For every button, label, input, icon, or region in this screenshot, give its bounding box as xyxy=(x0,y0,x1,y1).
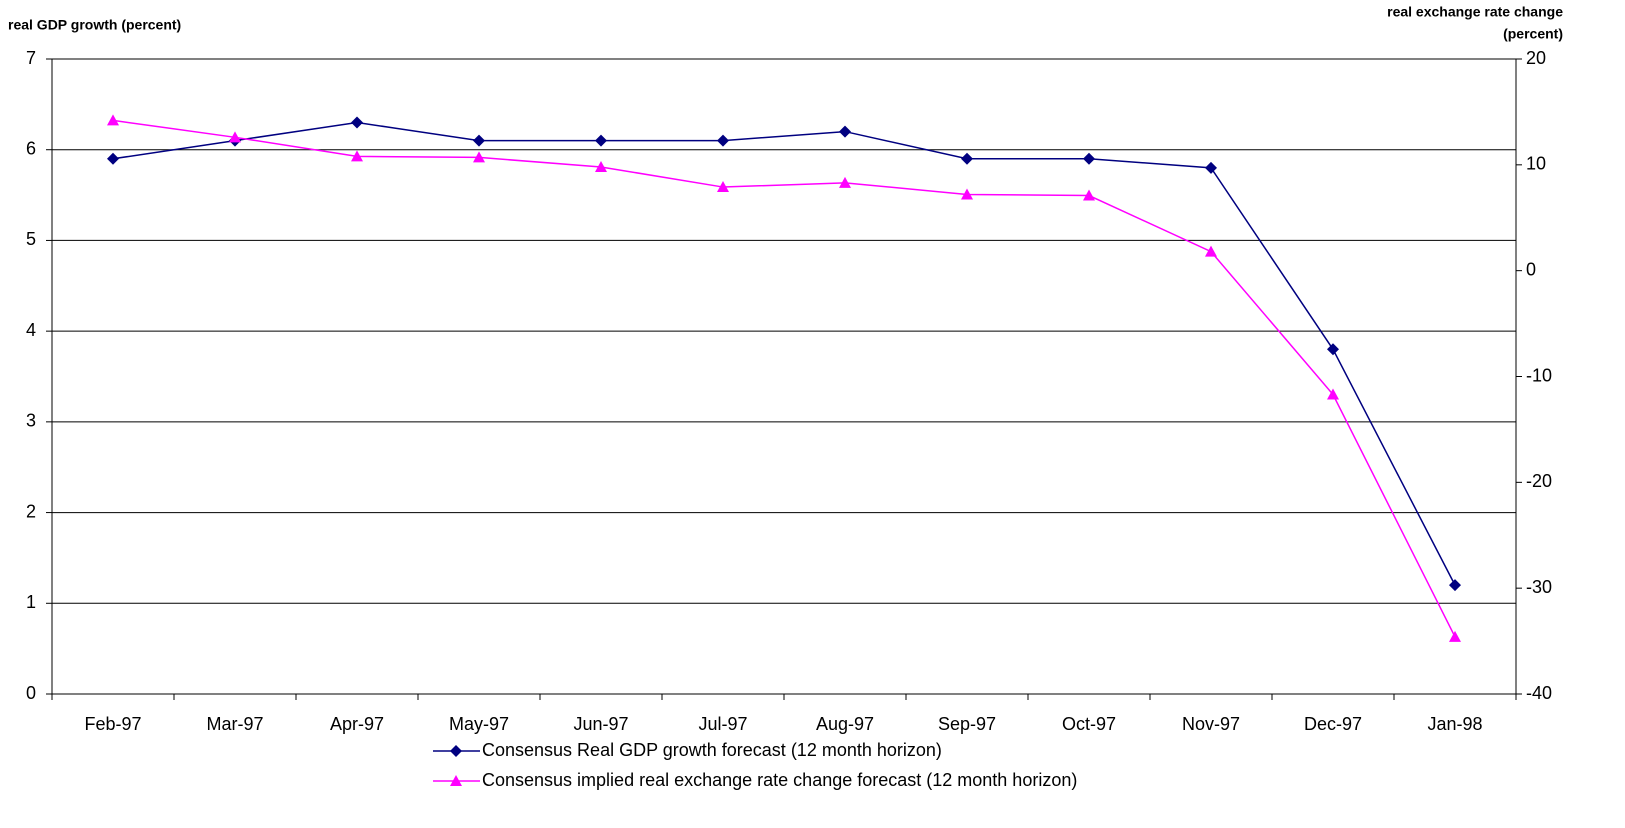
point xyxy=(1205,161,1217,174)
y-tick-label: 6 xyxy=(26,138,36,158)
point xyxy=(1449,579,1461,592)
legend-marker xyxy=(450,745,462,757)
y-axis-title: real GDP growth (percent) xyxy=(8,17,181,33)
x-tick-label: Sep-97 xyxy=(938,714,996,734)
x-tick-label: Jul-97 xyxy=(698,714,747,734)
point xyxy=(717,134,729,147)
y-tick-label: 2 xyxy=(26,501,36,521)
point xyxy=(1083,189,1095,201)
series-line xyxy=(112,119,1456,638)
point xyxy=(1327,388,1339,400)
x-tick-label: Apr-97 xyxy=(330,714,384,734)
y-tick-label: 7 xyxy=(26,48,36,68)
point xyxy=(229,131,241,143)
x-tick-label: Oct-97 xyxy=(1062,714,1116,734)
point xyxy=(961,188,973,200)
x-tick-label: Nov-97 xyxy=(1182,714,1240,734)
point xyxy=(473,151,485,163)
point xyxy=(839,176,851,188)
y2-tick-label: -10 xyxy=(1526,365,1552,385)
y2-tick-label: -20 xyxy=(1526,471,1552,491)
y-tick-label: 3 xyxy=(26,411,36,431)
y2-tick-label: -30 xyxy=(1526,577,1552,597)
x-tick-label: Jan-98 xyxy=(1427,714,1482,734)
point xyxy=(1205,245,1217,257)
legend-label: Consensus implied real exchange rate cha… xyxy=(482,770,1077,790)
point xyxy=(961,152,973,165)
y2-tick-label: 10 xyxy=(1526,154,1546,174)
point xyxy=(1327,343,1339,356)
x-tick-label: Dec-97 xyxy=(1304,714,1362,734)
x-tick-label: Mar-97 xyxy=(206,714,263,734)
plot-frame xyxy=(51,58,1517,695)
legend-marker xyxy=(450,775,462,786)
y2-axis-title: real exchange rate change xyxy=(1387,4,1563,20)
point xyxy=(473,134,485,147)
series-line xyxy=(112,121,1456,586)
x-tick-label: Aug-97 xyxy=(816,714,874,734)
y2-tick-label: 20 xyxy=(1526,48,1546,68)
y2-tick-label: 0 xyxy=(1526,259,1536,279)
point xyxy=(351,150,363,162)
y-tick-label: 1 xyxy=(26,592,36,612)
legend-label: Consensus Real GDP growth forecast (12 m… xyxy=(482,740,942,760)
y2-axis-title: (percent) xyxy=(1503,26,1563,42)
y-tick-label: 4 xyxy=(26,320,36,340)
point xyxy=(351,116,363,129)
y-tick-label: 5 xyxy=(26,229,36,249)
y2-tick-label: -40 xyxy=(1526,683,1552,703)
point xyxy=(717,181,729,193)
point xyxy=(595,134,607,147)
point xyxy=(595,160,607,172)
point xyxy=(107,152,119,165)
point xyxy=(107,114,119,126)
point xyxy=(839,125,851,138)
x-tick-label: Feb-97 xyxy=(84,714,141,734)
x-tick-label: May-97 xyxy=(449,714,509,734)
point xyxy=(1083,152,1095,165)
y-tick-label: 0 xyxy=(26,683,36,703)
x-tick-label: Jun-97 xyxy=(573,714,628,734)
point xyxy=(1449,630,1461,642)
